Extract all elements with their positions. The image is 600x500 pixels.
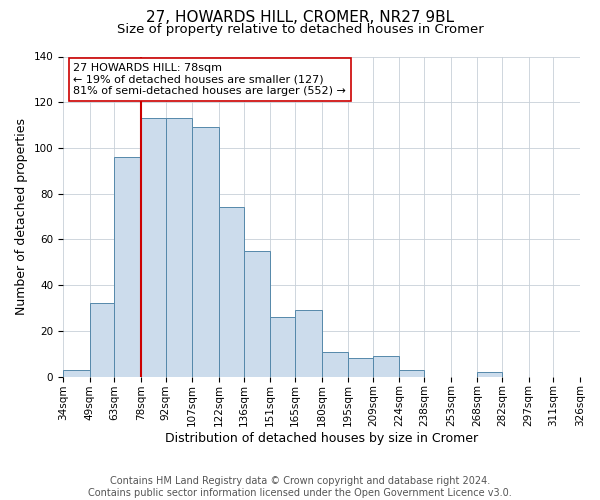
Bar	[295, 310, 322, 376]
Bar	[219, 208, 244, 376]
X-axis label: Distribution of detached houses by size in Cromer: Distribution of detached houses by size …	[165, 432, 478, 445]
Bar	[400, 370, 424, 376]
Bar	[322, 352, 348, 376]
Bar	[115, 157, 141, 376]
Bar	[373, 356, 400, 376]
Bar	[89, 304, 115, 376]
Bar	[244, 251, 270, 376]
Bar	[166, 118, 192, 376]
Text: Size of property relative to detached houses in Cromer: Size of property relative to detached ho…	[116, 22, 484, 36]
Text: 27, HOWARDS HILL, CROMER, NR27 9BL: 27, HOWARDS HILL, CROMER, NR27 9BL	[146, 10, 454, 25]
Text: 27 HOWARDS HILL: 78sqm
← 19% of detached houses are smaller (127)
81% of semi-de: 27 HOWARDS HILL: 78sqm ← 19% of detached…	[73, 63, 346, 96]
Bar	[192, 128, 219, 376]
Bar	[348, 358, 373, 376]
Bar	[270, 317, 295, 376]
Bar	[478, 372, 502, 376]
Bar	[141, 118, 166, 376]
Bar	[63, 370, 89, 376]
Y-axis label: Number of detached properties: Number of detached properties	[15, 118, 28, 315]
Text: Contains HM Land Registry data © Crown copyright and database right 2024.
Contai: Contains HM Land Registry data © Crown c…	[88, 476, 512, 498]
